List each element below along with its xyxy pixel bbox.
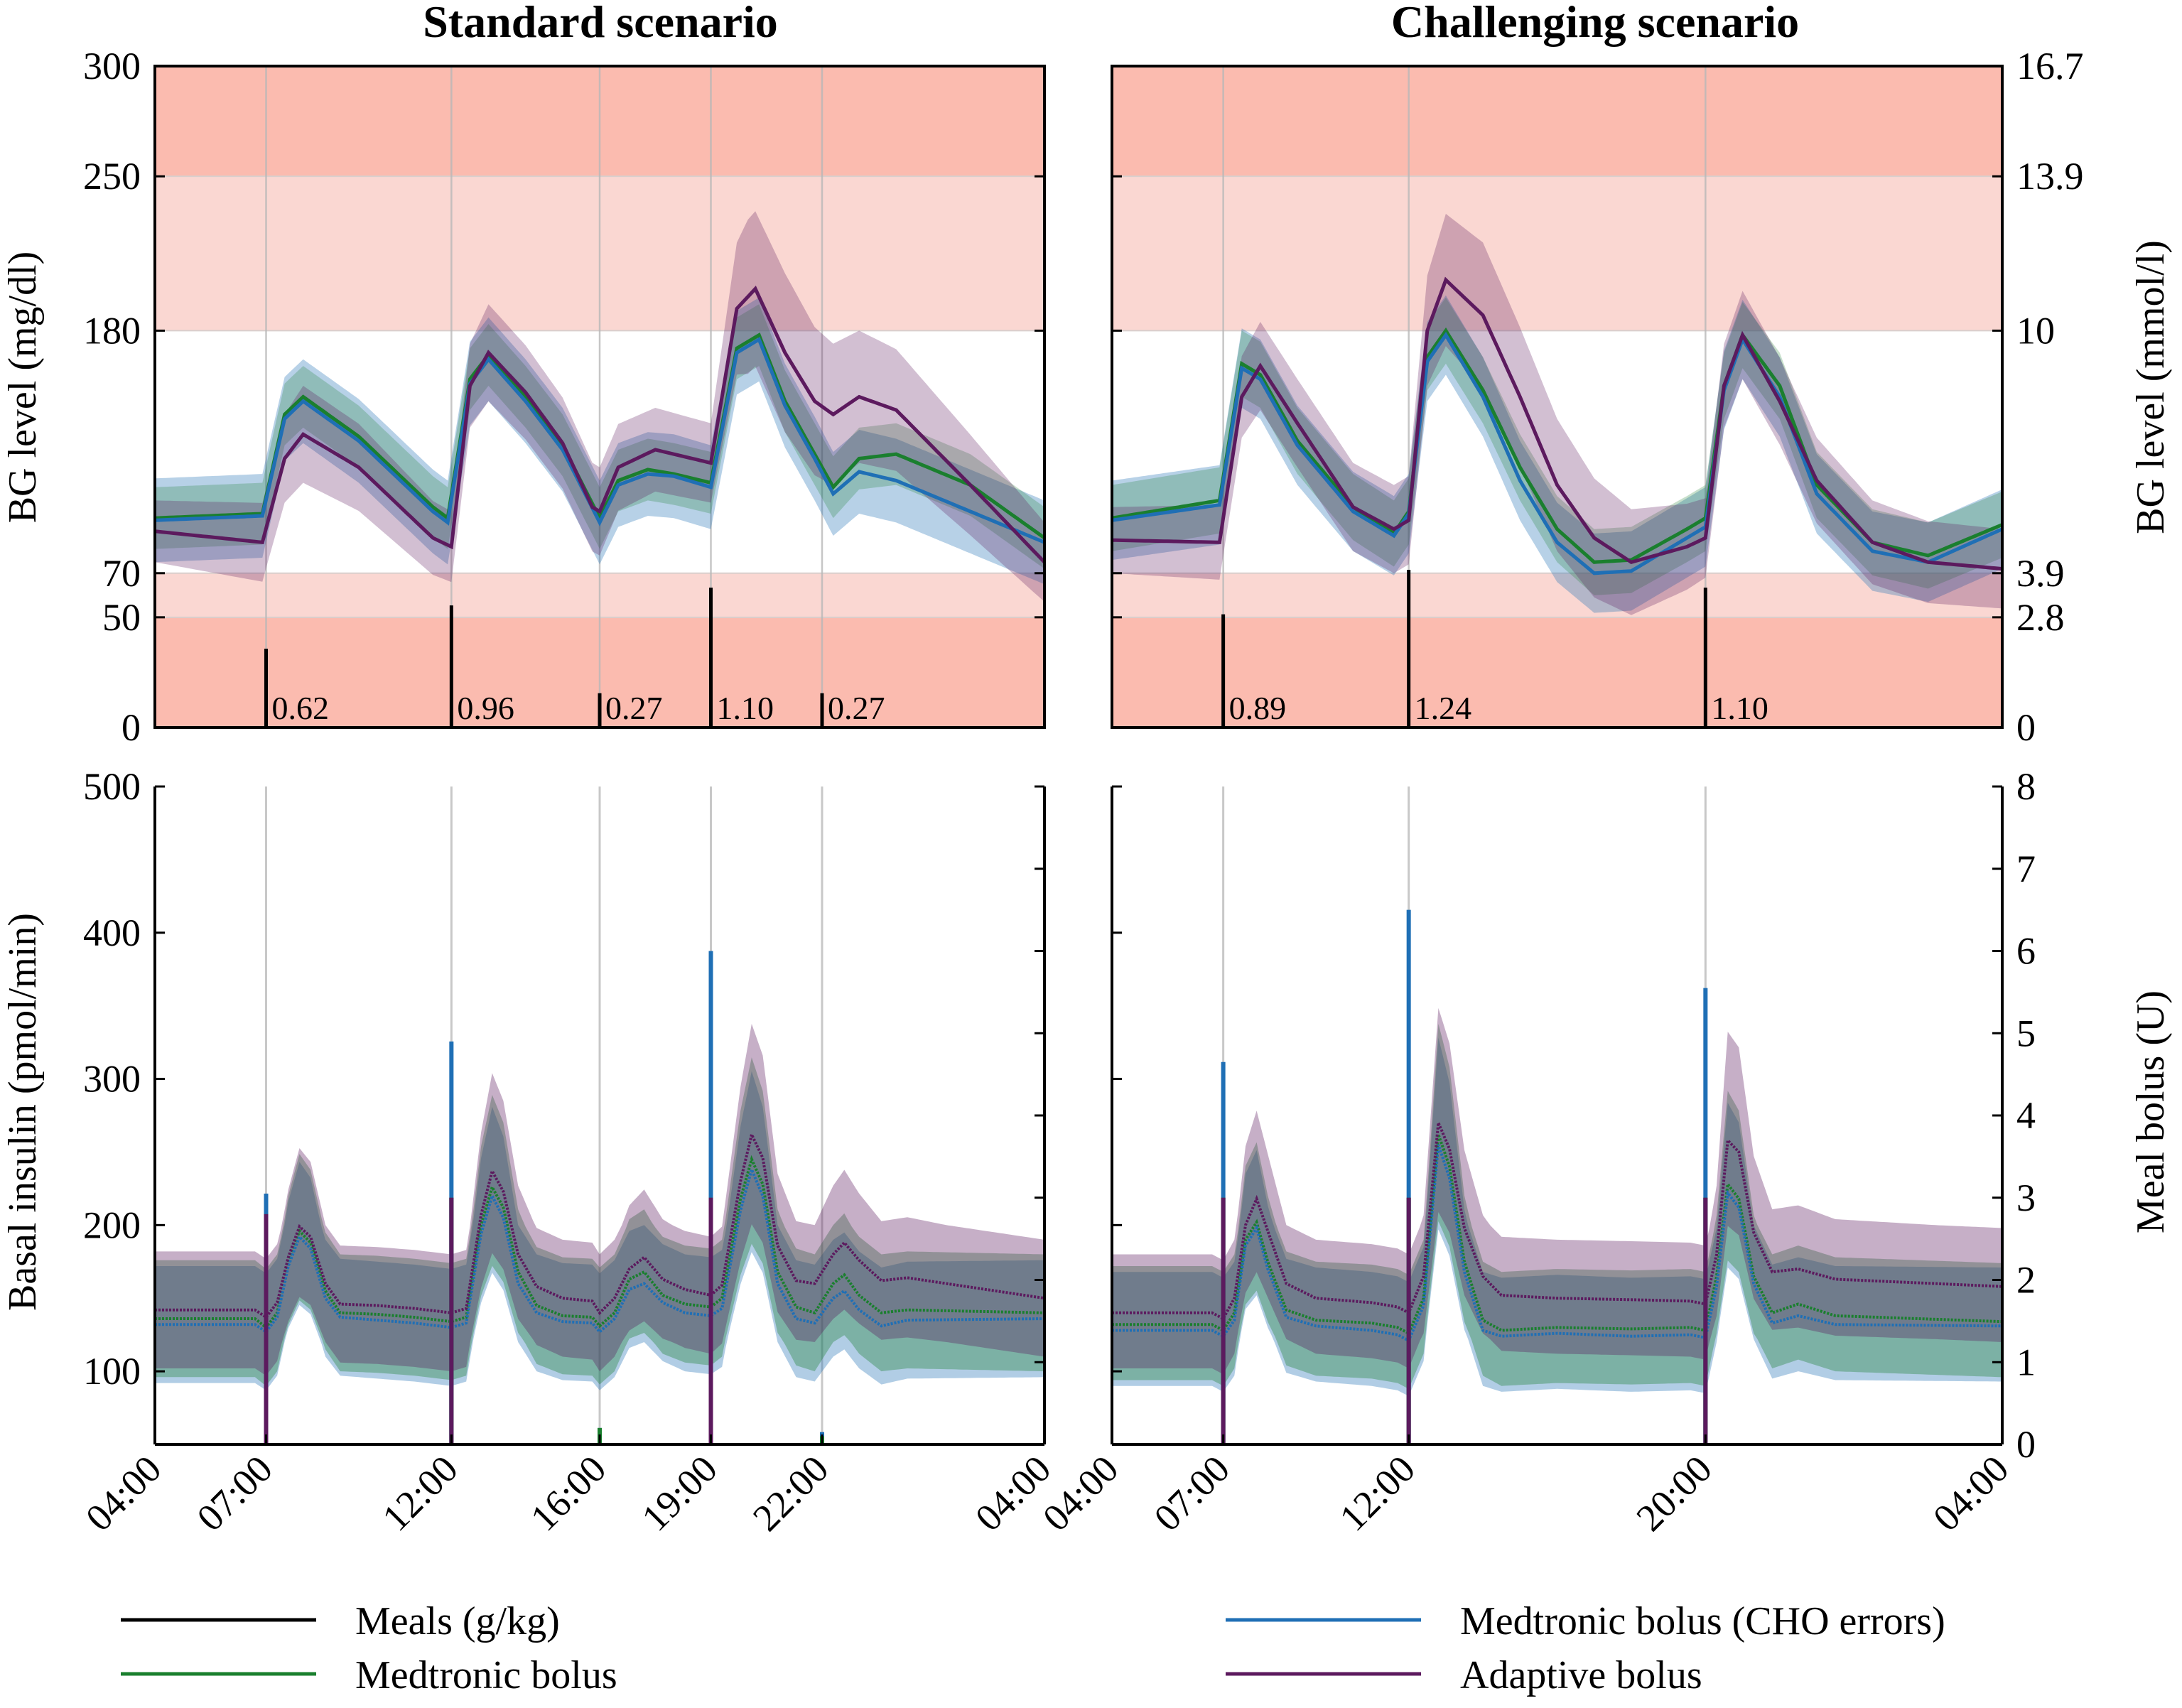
bg-ytick-label-mmol: 0 <box>2016 706 2036 749</box>
bg-axes-frame <box>1111 65 2004 729</box>
basal-line-adaptive <box>155 1130 1045 1319</box>
xtick-label: 22:00 <box>745 1447 836 1539</box>
standard-title: Standard scenario <box>423 0 778 47</box>
basal-line-cho-errors <box>1112 1144 2002 1343</box>
challenging-bg-panel: 0.89 1.24 1.10 16.7 13.9 10 3.92.8 0 <box>1111 45 2084 749</box>
bg-band-adaptive <box>1112 213 2002 615</box>
basal-band-cho-errors <box>1112 1037 2002 1397</box>
xtick-label: 07:00 <box>189 1447 281 1539</box>
xtick-label: 19:00 <box>634 1447 725 1539</box>
basal-band-medtronic <box>155 1057 1044 1386</box>
bg-ytick-label: 50 <box>102 596 141 639</box>
bg-zone-mild <box>1112 176 2002 331</box>
bolus-ytick-label: 4 <box>2016 1094 2036 1137</box>
xtick-label: 16:00 <box>522 1447 614 1539</box>
xtick-label: 04:00 <box>1925 1447 2016 1539</box>
bolus-ytick-label: 5 <box>2016 1012 2036 1054</box>
basal-band-adaptive <box>155 1024 1044 1376</box>
bg-ytick-label-mmol: 13.9 <box>2016 155 2084 198</box>
bg-ytick-label: 180 <box>83 309 141 352</box>
insulin-ytick-label: 100 <box>83 1350 141 1393</box>
meal-value-label: 0.27 <box>828 690 885 726</box>
bg-ylabel-left: BG level (mg/dl) <box>1 252 45 524</box>
bg-ytick-label-mmol: 10 <box>2016 309 2055 352</box>
basal-line-medtronic <box>1112 1134 2003 1336</box>
bg-zone-severe <box>1112 66 2002 177</box>
bolus-ytick-label: 3 <box>2016 1177 2036 1219</box>
xtick-label: 12:00 <box>374 1447 465 1539</box>
bolus-ytick-label: 7 <box>2016 848 2036 890</box>
basal-line-medtronic <box>155 1155 1045 1330</box>
insulin-ylabel-left: Basal insulin (pmol/min) <box>1 913 45 1311</box>
meal-value-label: 1.10 <box>1711 690 1768 726</box>
bg-line-adaptive <box>1111 276 2003 571</box>
meal-value-label: 0.89 <box>1229 690 1287 726</box>
bg-line-adaptive <box>154 285 1046 564</box>
insulin-ytick-label: 400 <box>83 912 141 954</box>
bg-ylabel-right: BG level (mmol/l) <box>2129 240 2173 534</box>
basal-band-medtronic <box>1112 1024 2002 1389</box>
bolus-ytick-label: 8 <box>2016 765 2036 808</box>
basal-band-cho-errors <box>155 1071 1044 1390</box>
legend-medtronic-label: Medtronic bolus <box>355 1653 617 1697</box>
basal-line-cho-errors <box>155 1164 1045 1334</box>
challenging-title: Challenging scenario <box>1391 0 1799 47</box>
bg-zone-severe <box>1112 617 2002 728</box>
bg-line-medtronic <box>154 332 1046 540</box>
bg-ytick-label-mmol: 16.7 <box>2016 45 2084 87</box>
xtick-label: 04:00 <box>1035 1447 1126 1539</box>
bg-axes-frame <box>153 65 1046 729</box>
bolus-ytick-label: 6 <box>2016 930 2036 973</box>
bg-ytick-label-mmol: 3.9 <box>2016 552 2065 595</box>
insulin-ytick-label: 500 <box>83 765 141 808</box>
legend-adaptive-label: Adaptive bolus <box>1460 1653 1702 1697</box>
bg-band-medtronic <box>1112 297 2002 595</box>
meal-value-label: 0.96 <box>457 690 514 726</box>
bg-line-cho-errors <box>1111 331 2004 575</box>
insulin-ytick-label: 300 <box>83 1058 141 1101</box>
bg-zone-mild <box>1112 573 2002 617</box>
legend: Meals (g/kg) Medtronic bolus Medtronic b… <box>121 1599 1945 1697</box>
bg-ytick-label: 250 <box>83 155 141 198</box>
insulin-ylabel-right: Meal bolus (U) <box>2129 990 2173 1233</box>
insulin-ytick-label: 200 <box>83 1204 141 1246</box>
xtick-label: 20:00 <box>1628 1447 1719 1539</box>
bolus-ytick-label: 1 <box>2016 1341 2036 1383</box>
xtick-label: 04:00 <box>967 1447 1059 1539</box>
legend-cho-label: Medtronic bolus (CHO errors) <box>1460 1599 1945 1643</box>
xtick-label: 07:00 <box>1146 1447 1238 1539</box>
bg-band-adaptive <box>155 211 1044 602</box>
bg-line-cho-errors <box>154 337 1045 544</box>
basal-line-adaptive <box>1112 1122 2003 1321</box>
meal-value-label: 0.27 <box>605 690 663 726</box>
basal-band-adaptive <box>1112 1007 2002 1375</box>
bg-ytick-label: 300 <box>83 45 141 87</box>
meal-value-label: 1.10 <box>717 690 774 726</box>
bg-ytick-label-mmol: 2.8 <box>2016 596 2065 639</box>
legend-meals-label: Meals (g/kg) <box>355 1599 560 1643</box>
xtick-label: 12:00 <box>1332 1447 1423 1539</box>
bg-band-cho-errors <box>155 297 1044 585</box>
bg-band-cho-errors <box>1112 295 2002 613</box>
bolus-ytick-label: 0 <box>2016 1423 2036 1466</box>
bg-ytick-label: 70 <box>102 552 141 595</box>
bg-ytick-label: 0 <box>121 706 141 749</box>
bolus-ytick-label: 2 <box>2016 1259 2036 1302</box>
meal-value-label: 0.62 <box>272 690 330 726</box>
xtick-label: 04:00 <box>77 1447 169 1539</box>
meal-value-label: 1.24 <box>1415 690 1471 726</box>
